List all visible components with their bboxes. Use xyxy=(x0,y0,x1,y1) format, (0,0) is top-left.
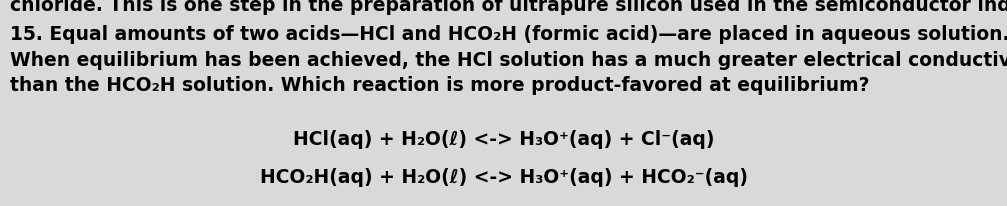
Text: HCl(aq) + H₂O(ℓ) <-> H₃O⁺(aq) + Cl⁻(aq): HCl(aq) + H₂O(ℓ) <-> H₃O⁺(aq) + Cl⁻(aq) xyxy=(293,130,714,149)
Text: HCO₂H(aq) + H₂O(ℓ) <-> H₃O⁺(aq) + HCO₂⁻(aq): HCO₂H(aq) + H₂O(ℓ) <-> H₃O⁺(aq) + HCO₂⁻(… xyxy=(260,167,747,186)
Text: chloride. This is one step in the preparation of ultrapure silicon used in the s: chloride. This is one step in the prepar… xyxy=(10,0,1007,15)
Text: 15. Equal amounts of two acids—HCl and HCO₂H (formic acid)—are placed in aqueous: 15. Equal amounts of two acids—HCl and H… xyxy=(10,25,1007,95)
